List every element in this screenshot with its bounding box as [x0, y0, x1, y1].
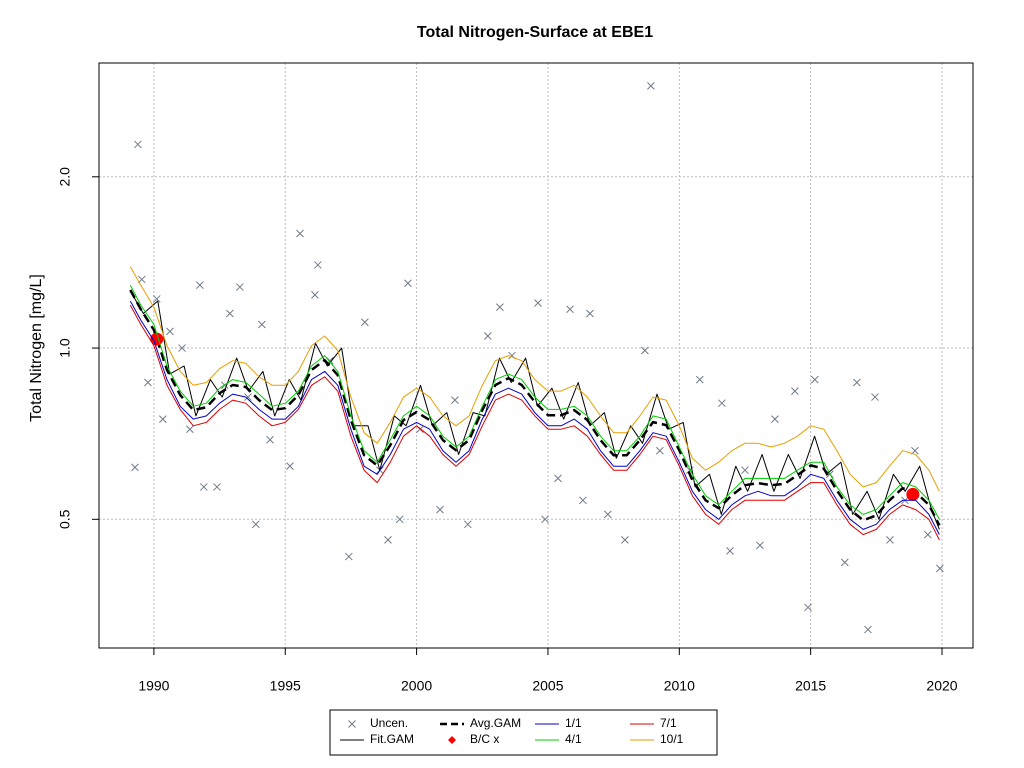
data-point	[886, 536, 894, 544]
data-point	[178, 344, 186, 352]
data-point	[235, 283, 244, 291]
data-point	[384, 536, 392, 544]
data-point	[695, 375, 704, 384]
data-point	[496, 303, 504, 312]
data-point	[936, 564, 944, 573]
data-point	[404, 279, 412, 288]
data-point	[791, 387, 799, 395]
data-point	[296, 229, 304, 238]
x-tick-label: 2020	[926, 678, 957, 694]
data-point	[586, 309, 594, 318]
data-point	[286, 462, 294, 471]
y-axis-label: Total Nitrogen [mg/L]	[28, 274, 45, 422]
plot-frame	[98, 62, 974, 649]
data-point	[566, 305, 574, 314]
series-line	[129, 266, 940, 492]
x-tick-label: 1990	[138, 678, 169, 694]
data-point	[158, 415, 167, 423]
legend-label: 4/1	[565, 732, 582, 746]
x-tick-label: 2010	[664, 678, 695, 694]
data-point	[344, 552, 353, 561]
data-point	[266, 435, 274, 444]
data-point	[871, 393, 879, 401]
data-point	[906, 487, 920, 501]
data-point	[864, 625, 872, 634]
data-point	[771, 415, 779, 423]
x-tick-label: 1995	[270, 678, 301, 694]
y-tick-label: 2.0	[57, 167, 73, 187]
data-point	[463, 520, 472, 529]
legend-label: Avg.GAM	[470, 716, 521, 730]
legend-label: Fit.GAM	[370, 732, 414, 746]
series-line	[129, 300, 940, 535]
data-point	[554, 474, 562, 483]
data-point	[804, 603, 812, 612]
x-tick-label: 2000	[401, 678, 432, 694]
data-point	[811, 375, 819, 384]
legend-label: 10/1	[660, 732, 684, 746]
data-point	[579, 496, 587, 505]
data-point	[196, 281, 204, 289]
legend-label: Uncen.	[370, 716, 408, 730]
data-point	[258, 320, 266, 329]
series-line	[129, 284, 940, 520]
x-tick-label: 2015	[795, 678, 826, 694]
data-point	[436, 505, 444, 514]
legend-swatch	[448, 736, 456, 744]
data-point	[213, 483, 221, 491]
data-point	[641, 346, 649, 355]
data-point	[621, 536, 629, 544]
data-point	[923, 530, 932, 539]
x-tick-label: 2005	[532, 678, 563, 694]
chart-title: Total Nitrogen-Surface at EBE1	[417, 24, 653, 41]
data-point	[186, 425, 194, 434]
legend: Uncen. Fit.GAM Avg.GAM B/C x 1/1 4/1 7/1 10/1	[329, 709, 718, 756]
data-point	[251, 520, 260, 529]
legend-label: 1/1	[565, 716, 582, 730]
data-point	[603, 510, 612, 519]
data-point	[313, 261, 322, 269]
data-point	[726, 547, 734, 555]
data-point	[451, 396, 459, 404]
data-point	[199, 483, 208, 491]
data-point	[840, 558, 849, 567]
data-point	[360, 318, 369, 327]
data-point	[166, 327, 174, 336]
data-point	[483, 332, 492, 340]
data-point	[311, 291, 319, 299]
data-point	[395, 515, 404, 524]
data-point	[144, 378, 152, 387]
data-point	[152, 295, 161, 303]
legend-label: 7/1	[660, 716, 677, 730]
data-point	[134, 140, 142, 149]
data-point	[853, 378, 861, 387]
data-point	[756, 541, 764, 550]
legend-label: B/C x	[470, 732, 499, 746]
legend-swatch	[348, 720, 356, 728]
data-point	[911, 446, 919, 455]
data-point	[718, 399, 726, 408]
data-point	[647, 81, 655, 90]
series-line	[129, 304, 940, 541]
y-tick-label: 1.0	[57, 338, 73, 358]
data-point	[534, 299, 542, 307]
data-point	[244, 393, 252, 401]
data-point	[225, 309, 234, 318]
data-point	[541, 515, 549, 524]
data-point	[131, 463, 139, 472]
data-point	[741, 466, 749, 475]
data-point	[656, 446, 664, 455]
y-tick-label: 0.5	[57, 509, 73, 529]
legend-box	[329, 709, 718, 756]
